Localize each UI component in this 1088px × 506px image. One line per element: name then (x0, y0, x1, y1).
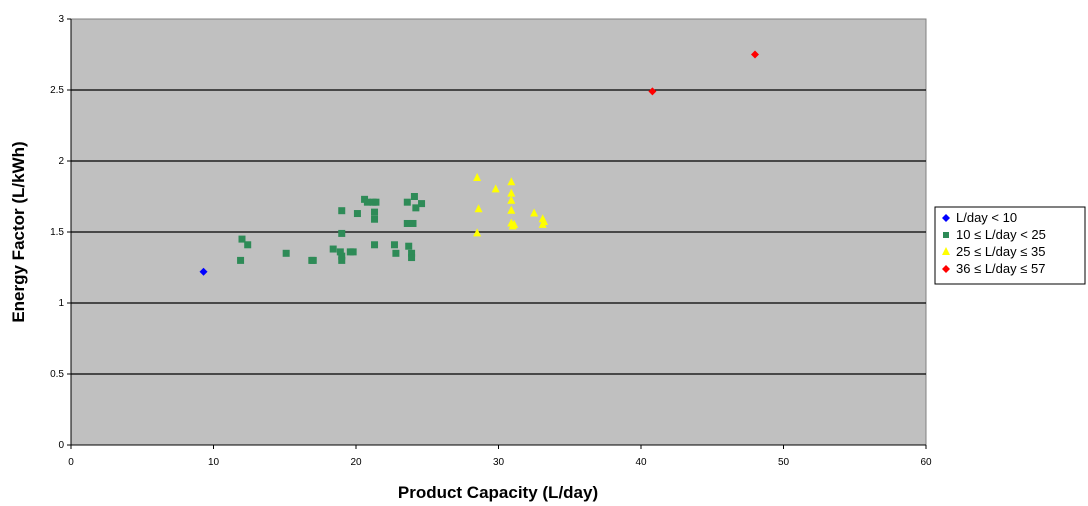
data-point (237, 256, 245, 264)
x-tick-label: 30 (493, 457, 505, 468)
data-point (371, 215, 379, 223)
data-point (371, 241, 379, 249)
x-tick-label: 40 (635, 457, 647, 468)
legend-label: 10 ≤ L/day < 25 (956, 227, 1046, 242)
series-2 (237, 193, 426, 264)
y-tick-label: 1.5 (50, 227, 64, 238)
data-point (473, 173, 482, 182)
data-point (507, 188, 516, 197)
axes: 00.511.522.530 10 20 30 40 50 60 (50, 14, 932, 468)
legend-label: 36 ≤ L/day ≤ 57 (956, 261, 1045, 276)
data-point (338, 252, 346, 260)
legend-item: 10 ≤ L/day < 25 (943, 227, 1046, 242)
legend: L/day < 10 10 ≤ L/day < 25 25 ≤ L/day ≤ 35… (934, 206, 1086, 285)
data-point (510, 219, 519, 228)
series-4 (648, 50, 759, 96)
data-point (282, 249, 290, 257)
data-point (409, 219, 417, 227)
data-point (372, 198, 380, 206)
data-point (338, 207, 346, 215)
data-point (751, 50, 759, 59)
legend-box (934, 206, 1086, 285)
data-point (507, 177, 516, 186)
data-point (336, 248, 344, 256)
data-point (353, 210, 361, 218)
x-axis-title: Product Capacity (L/day) (398, 483, 598, 502)
data-point (371, 208, 379, 216)
legend-marker (942, 265, 950, 273)
data-point (349, 248, 357, 256)
data-point (309, 256, 317, 264)
y-tick-label: 1 (58, 298, 64, 309)
legend-marker (943, 232, 949, 238)
y-tick-label: 0 (58, 440, 64, 451)
data-point (418, 200, 426, 208)
y-tick-label: 0.5 (50, 369, 64, 380)
data-point (338, 229, 346, 237)
series-3 (473, 173, 549, 237)
y-tick-label: 3 (58, 14, 64, 25)
data-point (199, 267, 208, 276)
data-point (410, 193, 418, 200)
data-point (507, 195, 516, 204)
y-tick-label: 2 (58, 156, 64, 167)
y-axis-title: Energy Factor (L/kWh) (9, 141, 28, 322)
gridlines (71, 89, 926, 375)
data-point (474, 204, 483, 213)
data-point (648, 87, 657, 96)
x-tick-label: 60 (920, 457, 932, 468)
data-point (491, 184, 500, 193)
data-point (405, 242, 413, 250)
data-point (403, 198, 411, 206)
data-point (408, 249, 416, 257)
legend-marker (942, 214, 950, 222)
data-point (363, 198, 371, 206)
data-point (403, 219, 411, 227)
data-points (199, 50, 759, 276)
data-point (329, 245, 337, 253)
legend-label: L/day < 10 (956, 210, 1017, 225)
x-tick-label: 10 (208, 457, 220, 468)
data-point (408, 254, 416, 262)
legend-label: 25 ≤ L/day ≤ 35 (956, 244, 1045, 259)
legend-marker (942, 247, 950, 255)
x-tick-label: 50 (778, 457, 790, 468)
legend-item: 36 ≤ L/day ≤ 57 (942, 261, 1045, 276)
data-point (338, 256, 346, 264)
data-point (473, 228, 482, 237)
data-point (244, 241, 252, 249)
data-point (238, 235, 246, 243)
series-1 (199, 267, 208, 276)
data-point (392, 249, 400, 257)
data-point (530, 208, 539, 217)
x-tick-label: 20 (350, 457, 362, 468)
legend-item: 25 ≤ L/day ≤ 35 (942, 244, 1045, 259)
data-point (507, 205, 516, 214)
data-point (540, 217, 549, 226)
y-tick-label: 2.5 (50, 85, 64, 96)
data-point (412, 204, 420, 212)
x-tick-label: 0 (68, 457, 74, 468)
data-point (390, 241, 398, 249)
legend-item: L/day < 10 (942, 210, 1017, 225)
